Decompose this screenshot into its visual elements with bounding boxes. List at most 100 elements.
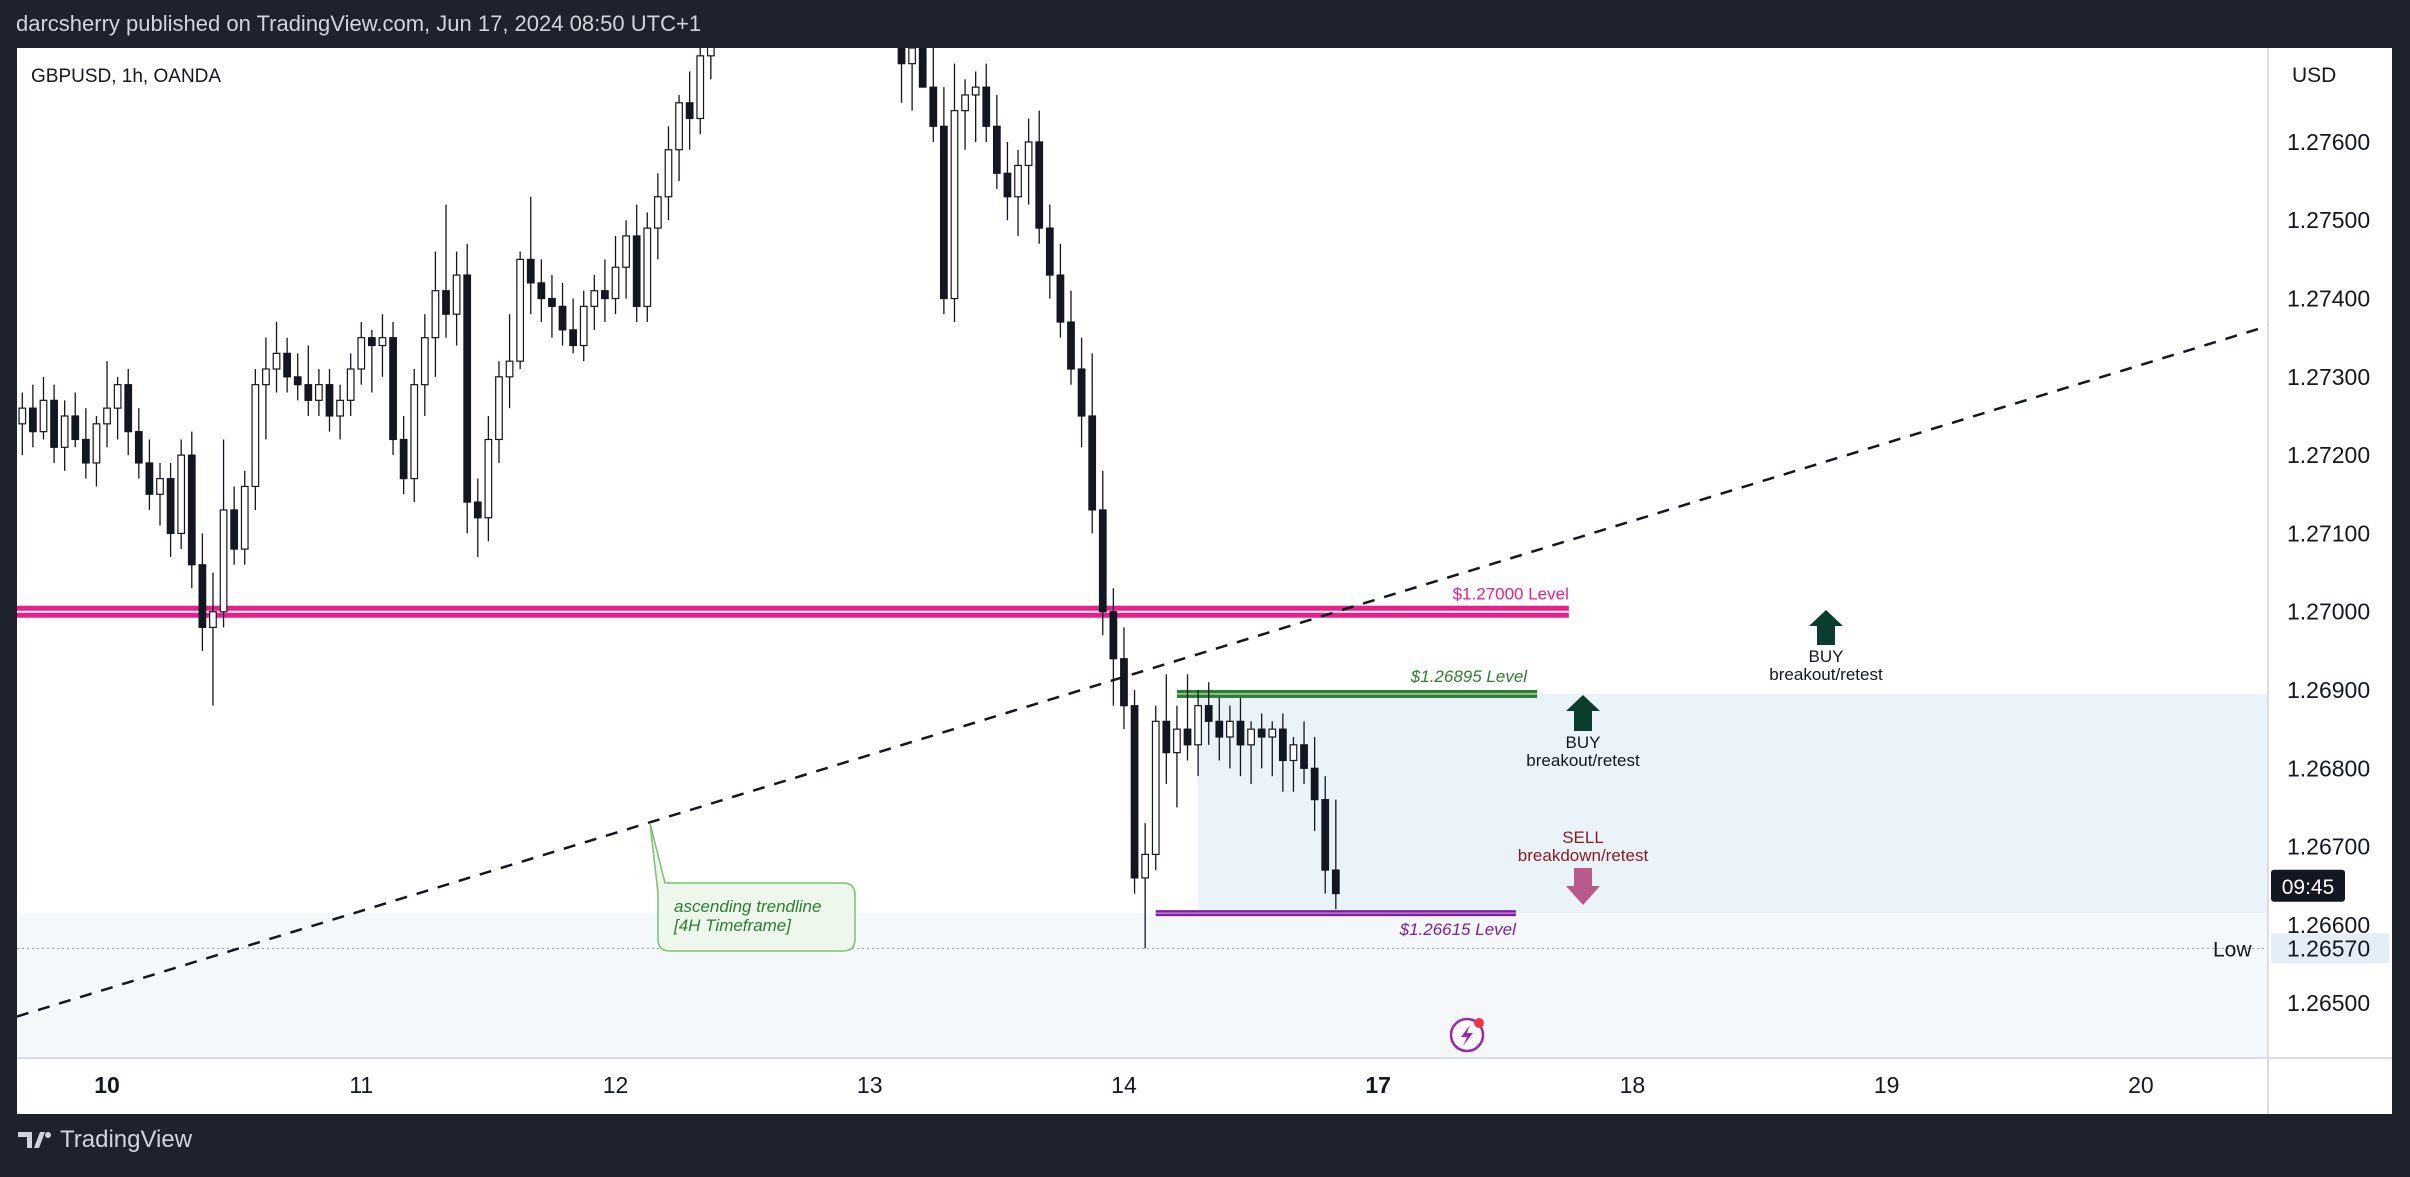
price-tick-label: 1.27100 [2287,520,2370,546]
buy-arrow-top: BUY breakout/retest [1769,610,1883,684]
buy-arrow-top-shape [1809,610,1843,645]
candle-body [29,407,37,433]
candle-body [431,290,440,339]
candle-body [304,384,313,401]
candle-body [611,266,620,300]
candle-body [664,149,673,198]
candle-body [92,423,101,464]
low-price-tag: Low 1.26570 [2213,933,2389,964]
candle-body [336,399,344,417]
candle-body [367,337,376,347]
time-tick-label: 10 [94,1072,120,1098]
brand-name: TradingView [60,1126,193,1153]
candle-body [473,501,482,519]
candle-body [50,399,58,448]
candle-body [706,48,715,57]
candle-body [399,438,408,480]
callout-bubble [649,822,856,952]
candle-body [1162,720,1171,754]
time-axis[interactable]: 10 11 12 13 14 17 18 19 20 [94,1072,2153,1098]
candle-body [1056,274,1065,323]
price-tick-label: 1.26700 [2287,834,2370,860]
currency-label[interactable]: USD [2292,64,2336,87]
level-green-label: $1.26895 Level [1410,667,1528,686]
lightning-icon-bolt[interactable] [1461,1025,1473,1046]
candle-body [675,102,683,151]
publish-info-bar: darcsherry published on TradingView.com,… [0,0,2410,48]
candle-body [1194,705,1202,746]
range-zone-layer [17,693,2268,1058]
candle-body [1120,658,1128,707]
annotations-layer: BUY breakout/retest BUY breakout/retest … [649,610,1883,1053]
tradingview-brand[interactable]: TradingView [18,1126,192,1154]
low-value: 1.26570 [2287,935,2370,961]
candle-body [219,509,228,613]
time-tick-label: 19 [1874,1072,1900,1098]
candle-body [1257,728,1266,738]
candle-body [346,368,355,401]
tradingview-logo-shape[interactable] [18,1132,45,1148]
lower-shade [17,913,2268,1058]
price-tick-label: 1.26500 [2287,990,2370,1016]
candle-body [1130,705,1139,879]
candle-body [357,337,366,370]
candle-body [1035,141,1044,229]
candle-body [579,305,588,347]
candle-body [537,282,546,300]
lightning-icon[interactable] [1449,1017,1485,1053]
candle-body [124,384,133,433]
candle-body [548,297,556,307]
candle-body [1014,164,1022,198]
candle-body [516,258,525,362]
candle-body [272,352,281,370]
buy-mid-line2: breakout/retest [1526,751,1640,770]
candle-body [558,305,567,331]
candle-body [632,235,641,307]
candle-body [325,384,334,417]
lightning-icon-dot[interactable] [1474,1018,1484,1028]
trendline-layer [17,324,2269,1018]
candle-body [60,415,69,448]
candle-body [1077,368,1086,417]
buy-top-line2: breakout/retest [1769,665,1883,684]
trendline-callout: ascending trendline [4H Timeframe] [649,822,856,952]
tradingview-logo-dot[interactable] [45,1132,51,1138]
callout-line1: ascending trendline [674,897,821,916]
candle-body [177,454,186,535]
chart-canvas[interactable]: $1.27000 Level $1.26895 Level $1.26615 Lev… [17,48,2392,1114]
candle-body [1045,227,1054,276]
candle-body [315,384,323,401]
candle-body [939,125,948,300]
price-tick-label: 1.27000 [2287,599,2370,625]
tradingview-logo-icon[interactable] [18,1130,52,1150]
candle-body [1141,853,1150,879]
candle-body [81,438,90,464]
level-purple-label: $1.26615 Level [1399,920,1517,939]
candle-body [463,274,472,503]
candle-body [897,48,906,65]
candle-body [643,227,652,307]
candle-body [240,485,249,550]
candle-body [410,384,419,480]
candle-body [230,509,239,550]
candle-body [526,258,535,284]
low-value-bg [2271,933,2389,964]
price-tick-label: 1.26800 [2287,755,2370,781]
range-zone [1198,693,2268,914]
chart-frame[interactable]: $1.27000 Level $1.26895 Level $1.26615 Lev… [17,48,2392,1114]
time-tick-label: 20 [2128,1072,2154,1098]
candle-body [971,86,980,96]
candle-body [1268,728,1277,738]
symbol-label: GBPUSD, 1h, OANDA [31,66,221,87]
candle-body [145,462,154,495]
candle-body [992,125,1001,174]
candle-body [187,454,196,566]
candle-body [378,337,387,347]
candle-body [569,329,578,347]
candle-body [961,94,969,112]
price-axis[interactable]: 1.27600 1.27500 1.27400 1.27300 1.27200 1.271… [2287,129,2370,1016]
candle-body [134,431,143,464]
candle-body [982,86,991,127]
candle-body [1289,744,1298,762]
time-tick-label: 11 [349,1072,373,1098]
